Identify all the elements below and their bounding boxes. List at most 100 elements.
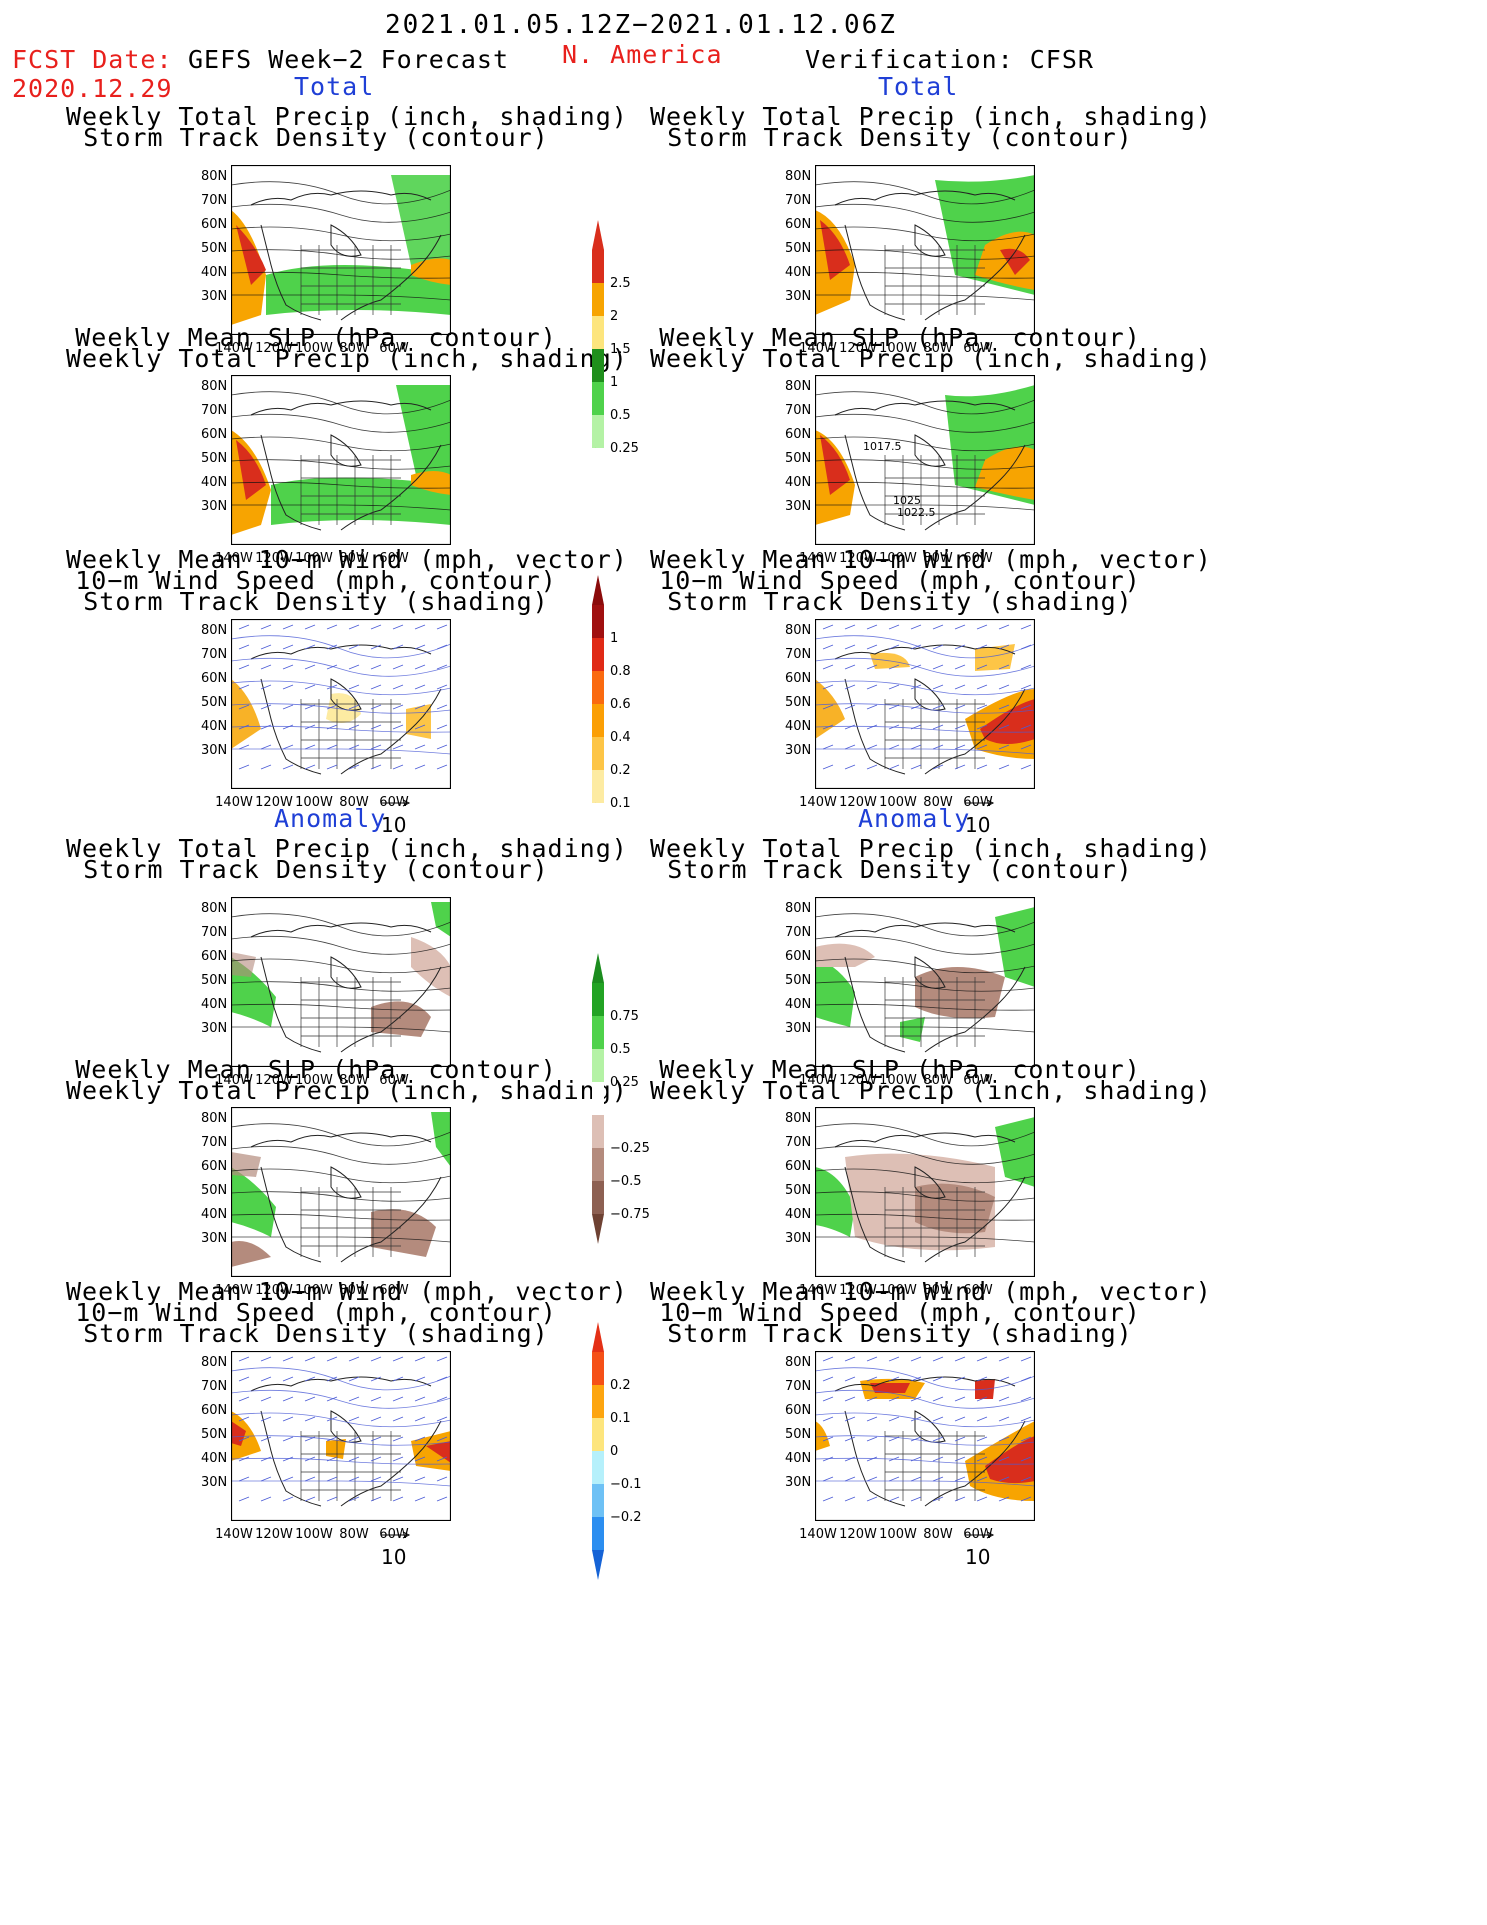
map-plot — [231, 375, 451, 545]
colorbar-label: 0.5 — [610, 1042, 631, 1057]
lat-tick-label: 70N — [201, 193, 228, 208]
anomaly-label-right: Anomaly — [858, 804, 971, 833]
lat-tick-label: 50N — [201, 1183, 228, 1198]
lon-tick-label: 80W — [923, 1527, 953, 1542]
lat-tick-label: 80N — [201, 1111, 228, 1126]
lon-tick-label: 60W — [379, 1283, 409, 1298]
panel-title-line: Weekly Total Precip (inch, shading) — [650, 1076, 1212, 1105]
vector-reference: 10 — [965, 789, 995, 837]
colorbar-label: 0.1 — [610, 1411, 631, 1426]
map-panel-obs_total: 80N 70N 60N 50N 40N 30N 140W 120W 100W 80W 60W — [785, 165, 1035, 356]
colorbar: 0.2 0.1 0 −0.1 −0.2 — [588, 1322, 642, 1584]
colorbar: 0.75 0.5 0.25 −0.25 −0.5 −0.75 — [588, 953, 650, 1248]
colorbar-label: 2 — [610, 309, 619, 324]
map-plot — [815, 375, 1035, 545]
region-label: N. America — [562, 40, 723, 69]
vector-reference-value: 10 — [965, 813, 991, 837]
map-panel-obs_anom_slp: 80N 70N 60N 50N 40N 30N 140W 120W 100W 80W 60W — [785, 1107, 1035, 1298]
lon-tick-label: 140W — [799, 795, 837, 810]
lat-tick-label: 60N — [785, 427, 812, 442]
panel-title-line: Weekly Mean 10−m Wind (mph, vector) — [650, 1277, 1212, 1306]
colorbar-swatches — [592, 953, 604, 1244]
lon-tick-label: 80W — [923, 341, 953, 356]
colorbar-swatches — [592, 1322, 604, 1580]
panel-title-line: Storm Track Density (shading) — [83, 1319, 549, 1348]
panel-title-line: Weekly Mean SLP (hPa, contour) — [75, 1055, 557, 1084]
lat-tick-label: 30N — [785, 499, 812, 514]
lat-tick-label: 80N — [785, 379, 812, 394]
lon-tick-label: 60W — [963, 1283, 993, 1298]
vector-reference: 10 — [381, 789, 411, 837]
lat-tick-label: 50N — [201, 695, 228, 710]
lon-tick-label: 120W — [255, 1283, 293, 1298]
lat-tick-label: 80N — [201, 901, 228, 916]
lat-tick-label: 40N — [785, 475, 812, 490]
panel-title-line: Weekly Total Precip (inch, shading) — [66, 834, 628, 863]
colorbar-label: 0.4 — [610, 730, 631, 745]
arrow-icon — [965, 1531, 995, 1539]
colorbar-label: 2.5 — [610, 276, 631, 291]
arrow-icon — [381, 799, 411, 807]
lon-tick-label: 120W — [255, 795, 293, 810]
lat-tick-label: 60N — [201, 217, 228, 232]
lat-tick-label: 40N — [785, 719, 812, 734]
colorbar-swatches — [592, 220, 604, 479]
panel-title-line: Weekly Total Precip (inch, shading) — [650, 102, 1212, 131]
lat-tick-label: 70N — [201, 1135, 228, 1150]
lon-tick-label: 120W — [839, 1527, 877, 1542]
lat-tick-label: 60N — [785, 671, 812, 686]
vector-reference-value: 10 — [965, 1545, 991, 1569]
lat-tick-label: 30N — [201, 499, 228, 514]
map-plot — [815, 619, 1035, 789]
lat-tick-label: 80N — [201, 379, 228, 394]
map-plot — [231, 1107, 451, 1277]
lat-tick-label: 60N — [201, 1403, 228, 1418]
lat-tick-label: 70N — [201, 925, 228, 940]
map-panel-obs_total_slp: 80N 70N 60N 50N 40N 30N 140W 120W 100W 80W 60W 1017… — [785, 375, 1035, 566]
lon-tick-label: 140W — [799, 341, 837, 356]
lon-tick-label: 100W — [295, 341, 333, 356]
lat-tick-label: 80N — [785, 1355, 812, 1370]
map-panel-fcst_total_wind: 80N 70N 60N 50N 40N 30N 140W 120W 100W 80W 60W — [201, 619, 451, 810]
lon-tick-label: 80W — [339, 795, 369, 810]
lon-tick-label: 100W — [879, 1073, 917, 1088]
panel-title-line: Storm Track Density (contour) — [83, 855, 549, 884]
lat-tick-label: 50N — [201, 451, 228, 466]
lon-tick-label: 100W — [295, 795, 333, 810]
map-plot — [231, 165, 451, 335]
colorbar-label: −0.25 — [610, 1141, 650, 1156]
lon-tick-label: 100W — [295, 1073, 333, 1088]
lon-tick-label: 60W — [379, 551, 409, 566]
total-label-right: Total — [878, 72, 959, 101]
date-range-title: 2021.01.05.12Z−2021.01.12.06Z — [385, 10, 897, 40]
lat-tick-label: 60N — [785, 217, 812, 232]
lat-tick-label: 70N — [201, 403, 228, 418]
lon-tick-label: 100W — [879, 551, 917, 566]
lat-tick-label: 60N — [785, 1403, 812, 1418]
colorbar-label: 0.5 — [610, 408, 631, 423]
lat-tick-label: 40N — [201, 719, 228, 734]
lon-tick-label: 100W — [295, 1527, 333, 1542]
contour-label: 1017.5 — [863, 440, 902, 453]
map-panel-fcst_anom: 80N 70N 60N 50N 40N 30N 140W 120W 100W 80W 60W — [201, 897, 451, 1088]
lon-tick-label: 120W — [839, 1283, 877, 1298]
lat-tick-label: 80N — [785, 169, 812, 184]
lon-tick-label: 140W — [215, 1527, 253, 1542]
lon-tick-label: 80W — [923, 795, 953, 810]
colorbar-label: 0.25 — [610, 441, 639, 456]
lon-tick-label: 80W — [339, 1283, 369, 1298]
lat-tick-label: 50N — [785, 451, 812, 466]
lat-tick-label: 30N — [785, 1231, 812, 1246]
panel-title-line: Weekly Mean 10−m Wind (mph, vector) — [66, 545, 628, 574]
colorbar-label: 0.2 — [610, 1378, 631, 1393]
lon-tick-label: 140W — [215, 341, 253, 356]
lon-tick-label: 60W — [963, 1073, 993, 1088]
panel-title-line: Storm Track Density (contour) — [667, 855, 1133, 884]
colorbar-swatches — [592, 575, 604, 834]
map-plot — [815, 165, 1035, 335]
colorbar-label: −0.1 — [610, 1477, 642, 1492]
lat-tick-label: 50N — [201, 241, 228, 256]
lon-tick-label: 120W — [839, 551, 877, 566]
lat-tick-label: 30N — [201, 1021, 228, 1036]
lon-tick-label: 140W — [799, 1283, 837, 1298]
